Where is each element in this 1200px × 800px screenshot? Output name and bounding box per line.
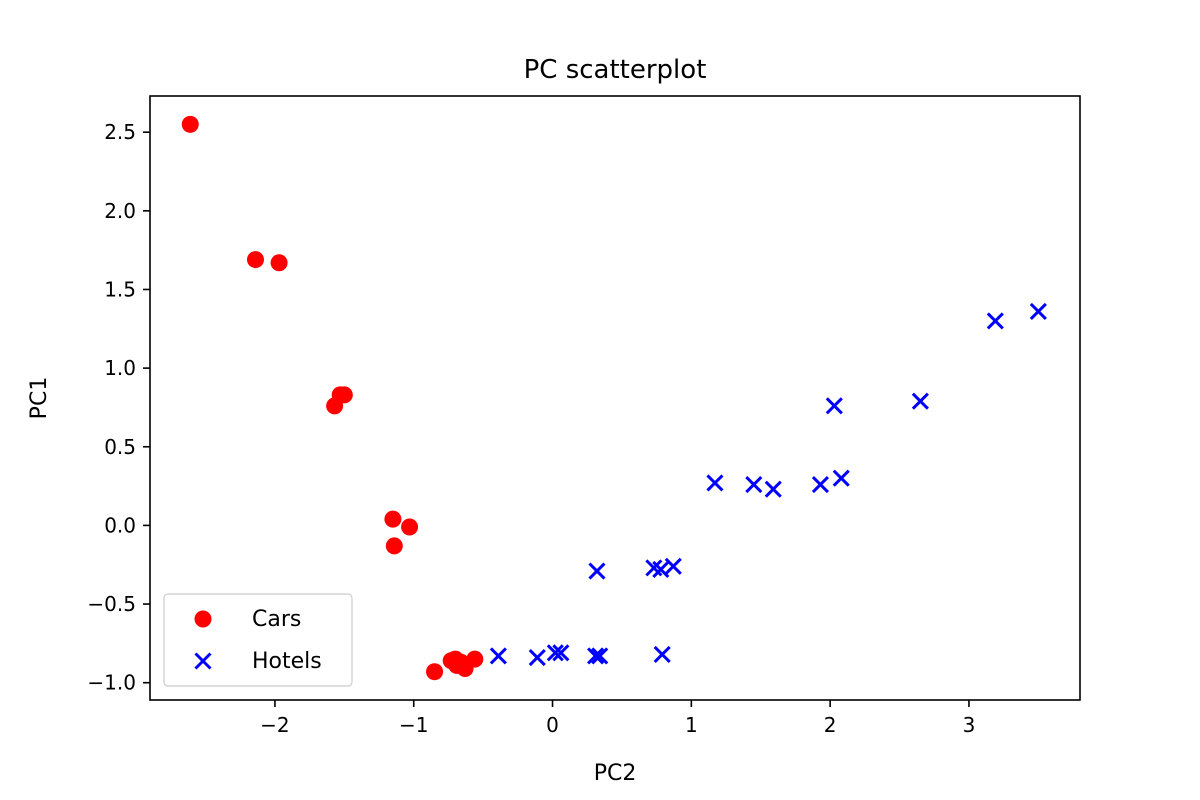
point-cars: [270, 254, 288, 272]
chart-title: PC scatterplot: [524, 55, 707, 85]
point-cars: [384, 510, 402, 528]
point-cars: [466, 650, 484, 668]
point-hotels: [546, 644, 564, 662]
y-tick-label: 0.5: [104, 435, 136, 459]
point-cars: [401, 518, 419, 536]
legend-swatch-cars: [194, 610, 212, 628]
point-hotels: [706, 474, 724, 492]
point-hotels: [811, 475, 829, 494]
y-tick-label: −0.5: [87, 592, 136, 616]
legend-label-cars: Cars: [252, 607, 301, 632]
point-hotels: [1029, 302, 1047, 321]
point-hotels: [986, 312, 1004, 330]
y-tick-label: 2.0: [104, 199, 136, 223]
y-tick-label: −1.0: [87, 671, 136, 695]
point-hotels: [911, 392, 929, 410]
point-cars: [181, 115, 199, 133]
plot-frame: [149, 95, 1081, 701]
point-hotels: [528, 648, 546, 667]
point-hotels: [588, 562, 606, 580]
point-hotels: [764, 480, 782, 498]
legend-swatch-hotels: [194, 652, 212, 670]
x-tick-label: 3: [963, 713, 976, 737]
y-tick-label: 2.5: [104, 120, 136, 144]
legend: Cars Hotels: [163, 593, 353, 687]
x-axis-ticks: −2 −1 0 1 2 3: [260, 700, 975, 737]
x-tick-label: −1: [399, 713, 428, 737]
point-hotels: [664, 557, 682, 575]
point-cars: [385, 537, 403, 555]
x-axis-label: PC2: [594, 761, 637, 786]
y-tick-label: 1.5: [104, 277, 136, 301]
x-tick-label: −2: [260, 713, 289, 737]
y-tick-label: 1.0: [104, 356, 136, 380]
point-hotels: [591, 647, 609, 665]
point-cars: [426, 663, 444, 681]
point-hotels: [745, 475, 763, 494]
point-cars: [246, 251, 264, 269]
y-axis-ticks: −1.0 −0.5 0.0 0.5 1.0 1.5 2.0 2.5: [87, 120, 150, 695]
y-tick-label: 0.0: [104, 513, 136, 537]
point-hotels: [653, 645, 671, 663]
point-hotels: [587, 647, 605, 665]
legend-marker-hotels: [194, 652, 212, 670]
x-tick-label: 1: [685, 713, 698, 737]
point-hotels: [825, 397, 843, 415]
point-cars: [335, 386, 353, 404]
plot-marks: [181, 115, 1047, 681]
point-hotels: [552, 644, 570, 662]
legend-marker-cars: [194, 610, 212, 628]
x-tick-label: 0: [546, 713, 559, 737]
point-hotels: [832, 469, 850, 487]
point-hotels: [489, 647, 507, 665]
x-tick-label: 2: [824, 713, 837, 737]
y-axis-label: PC1: [27, 377, 52, 420]
legend-label-hotels: Hotels: [252, 649, 322, 674]
point-hotels: [652, 560, 670, 579]
